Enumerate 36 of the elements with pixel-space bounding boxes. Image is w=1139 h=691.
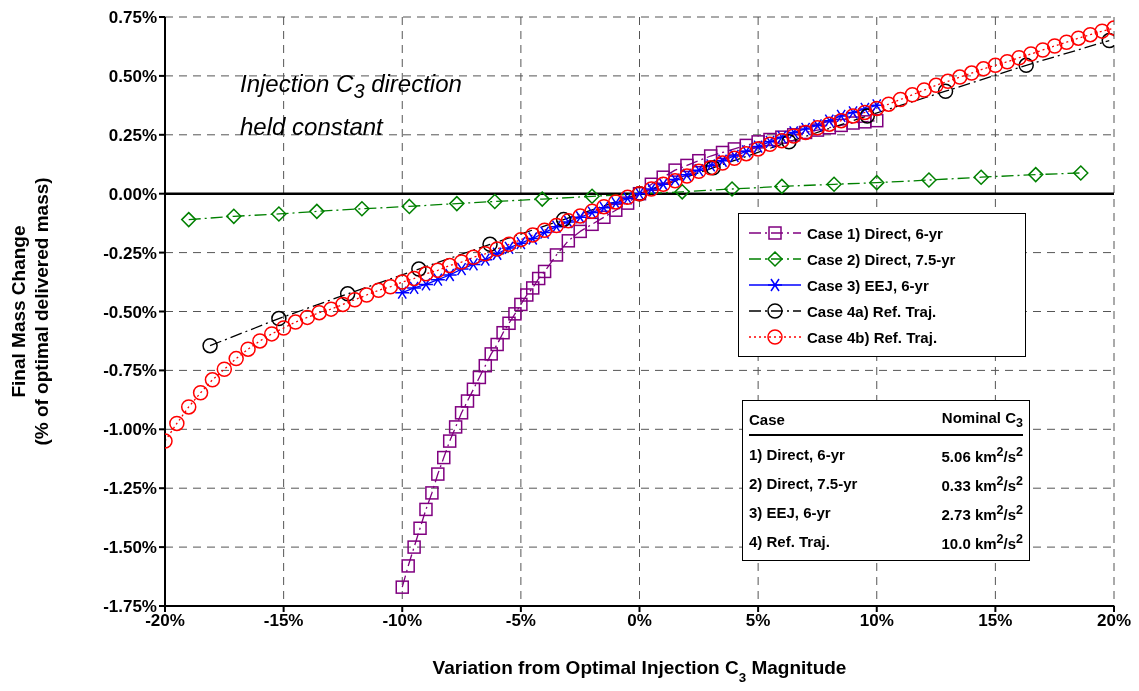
annotation: 1) Direct, 6-yr: [749, 446, 845, 463]
legend-label: Case 1) Direct, 6-yr: [807, 224, 943, 242]
annotation: Injection C$_{3}$ direction held constant: [240, 70, 462, 140]
x-tick-label: -5%: [505, 611, 536, 631]
x-tick-label: 10%: [859, 611, 894, 631]
annotation: 0.33 km$^{2}$/s$^{2}$: [941, 473, 1023, 494]
x-tick-label: -15%: [263, 611, 304, 631]
y-tick-label: -1.50%: [103, 538, 157, 558]
annotation: 4) Ref. Traj.: [749, 533, 830, 550]
annotation: Case: [749, 411, 785, 428]
y-tick-label: -0.50%: [103, 302, 157, 322]
y-tick-label: -0.25%: [103, 243, 157, 263]
annotation: 2.73 km$^{2}$/s$^{2}$: [941, 502, 1023, 523]
y-axis-title: Final Mass Change (% of optimal delivered mass): [8, 177, 52, 446]
y-tick-label: -1.00%: [103, 420, 157, 440]
legend-label: Case 4b) Ref. Traj.: [807, 328, 938, 346]
legend-label: Case 3) EEJ, 6-yr: [807, 276, 929, 294]
y-tick-label: 0.25%: [108, 125, 157, 145]
x-tick-label: 5%: [745, 611, 771, 631]
annotation: 3) EEJ, 6-yr: [749, 504, 831, 521]
annotation: 2) Direct, 7.5-yr: [749, 475, 858, 492]
y-tick-label: 0.75%: [108, 8, 157, 28]
x-tick-label: -10%: [382, 611, 423, 631]
x-tick-label: 0%: [627, 611, 652, 631]
x-axis-title: Variation from Optimal Injection C$_{3}$ Magnitude: [432, 657, 847, 685]
legend-label: Case 2) Direct, 7.5-yr: [807, 250, 956, 268]
x-tick-label: 20%: [1096, 611, 1132, 631]
y-tick-label: 0.00%: [108, 184, 157, 204]
y-tick-label: -0.75%: [103, 361, 157, 381]
annotation: 5.06 km$^{2}$/s$^{2}$: [941, 444, 1023, 465]
legend-label: Case 4a) Ref. Traj.: [807, 302, 937, 320]
annotation: Nominal C$_{3}$: [941, 409, 1023, 430]
y-tick-label: -1.25%: [103, 479, 157, 499]
annotation: 10.0 km$^{2}$/s$^{2}$: [941, 531, 1023, 552]
y-tick-label: 0.50%: [108, 66, 157, 86]
x-tick-label: 15%: [978, 611, 1013, 631]
